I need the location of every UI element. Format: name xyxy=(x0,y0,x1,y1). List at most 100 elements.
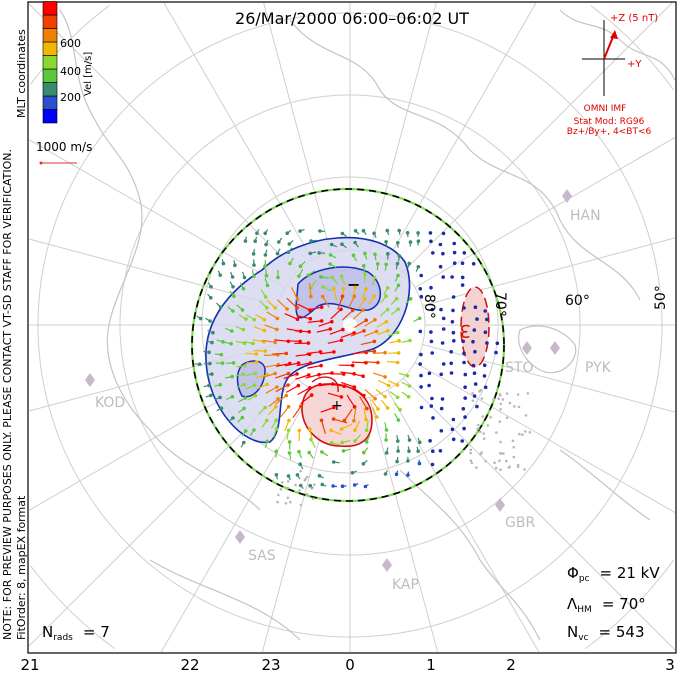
velocity-vector xyxy=(330,429,342,435)
imf-clock: +Z (5 nT) +Y OMNI IMF Stat Mod: RG96 Bz+… xyxy=(567,13,659,137)
observed-point xyxy=(298,489,301,492)
velocity-vector xyxy=(229,290,235,297)
vector-origin xyxy=(451,417,456,422)
vector-origin xyxy=(431,449,435,454)
velocity-vector xyxy=(265,239,269,245)
vector-origin xyxy=(473,349,477,354)
observed-point xyxy=(521,433,524,437)
vector-origin xyxy=(406,473,410,477)
observed-point xyxy=(311,497,315,501)
radar-label-sto: STO xyxy=(505,360,533,376)
colorbar-tick-600: 600 xyxy=(60,37,81,50)
velocity-vector xyxy=(416,446,419,452)
vector-origin xyxy=(460,261,465,266)
vector-origin xyxy=(473,305,478,310)
observed-point xyxy=(489,415,492,419)
velocity-vector xyxy=(357,298,366,309)
velocity-vector xyxy=(270,419,277,429)
velocity-vector xyxy=(353,319,367,329)
velocity-vector xyxy=(395,470,399,475)
velocity-vector xyxy=(264,364,279,368)
vector-origin xyxy=(451,437,456,442)
vector-origin xyxy=(460,283,465,287)
velocity-vector xyxy=(308,270,316,276)
velocity-vector xyxy=(203,350,210,353)
radar-label-gbr: GBR xyxy=(505,515,535,531)
vector-origin xyxy=(472,371,477,376)
vector-origin xyxy=(397,339,401,343)
vector-origin xyxy=(450,427,455,432)
vector-origin xyxy=(441,275,446,279)
vector-origin xyxy=(339,338,344,343)
velocity-vector xyxy=(395,263,399,270)
vector-origin xyxy=(372,275,377,280)
vector-origin xyxy=(451,308,455,313)
velocity-vector xyxy=(306,351,321,355)
observed-point xyxy=(516,393,520,396)
velocity-vector xyxy=(398,255,400,262)
scale-vector-origin xyxy=(39,161,43,165)
meridian-line xyxy=(402,2,673,273)
hm-latitude: ΛHM = 70° xyxy=(567,595,646,615)
vector-origin xyxy=(418,362,423,366)
velocity-vector xyxy=(243,341,254,344)
observed-point xyxy=(276,500,279,504)
velocity-vector xyxy=(206,340,213,344)
vector-origin xyxy=(452,261,457,266)
velocity-vector xyxy=(276,299,288,310)
velocity-vector xyxy=(362,459,368,465)
observed-point xyxy=(482,437,486,441)
velocity-vector xyxy=(285,385,299,393)
observed-point xyxy=(305,475,309,479)
observed-point xyxy=(499,440,502,444)
vector-origin xyxy=(418,287,423,291)
velocity-vector xyxy=(251,270,255,277)
vector-origin xyxy=(417,461,422,466)
velocity-vector xyxy=(258,407,266,415)
velocity-vector xyxy=(342,233,347,237)
velocity-vector xyxy=(252,339,265,343)
observed-point xyxy=(528,431,532,434)
velocity-vector xyxy=(288,240,294,245)
velocity-vector xyxy=(264,277,269,286)
velocity-vector xyxy=(342,309,354,321)
velocity-vector xyxy=(226,396,233,401)
velocity-vector xyxy=(275,363,290,367)
observed-point xyxy=(498,459,501,463)
mlt-axis: 21 22 23 0 1 2 3 xyxy=(20,656,674,674)
velocity-vector xyxy=(348,296,355,308)
velocity-vector xyxy=(259,300,268,309)
velocity-vector xyxy=(331,243,338,248)
vector-origin xyxy=(376,360,380,365)
velocity-vector xyxy=(275,474,278,480)
velocity-vector xyxy=(280,406,290,418)
colorbar-swatch xyxy=(42,109,58,124)
vector-origin xyxy=(221,261,226,266)
radar-count: Nrads = 7 xyxy=(42,623,110,643)
velocity-vector xyxy=(265,386,278,394)
velocity-vector xyxy=(368,295,375,305)
vector-origin xyxy=(485,317,489,322)
meridian-line xyxy=(387,2,537,261)
vector-origin xyxy=(451,295,456,299)
observed-point xyxy=(480,397,484,400)
velocity-vector xyxy=(288,452,292,460)
lat-label-70: 70° xyxy=(492,292,508,317)
velocity-vector xyxy=(387,360,398,364)
vector-origin xyxy=(441,231,446,236)
velocity-vector xyxy=(295,330,310,333)
velocity-vector xyxy=(256,229,260,234)
velocity-vector xyxy=(255,313,265,321)
velocity-vector xyxy=(364,253,368,260)
velocity-vector xyxy=(216,339,224,343)
vector-origin xyxy=(296,361,301,365)
observed-point xyxy=(304,477,307,481)
vector-origin xyxy=(452,241,457,246)
velocity-vector xyxy=(374,254,377,261)
vector-origin xyxy=(251,341,255,346)
velocity-vector xyxy=(364,389,376,400)
observed-point xyxy=(524,430,527,433)
velocity-vector xyxy=(398,372,408,377)
vector-origin xyxy=(472,328,477,332)
velocity-vector xyxy=(372,372,386,378)
